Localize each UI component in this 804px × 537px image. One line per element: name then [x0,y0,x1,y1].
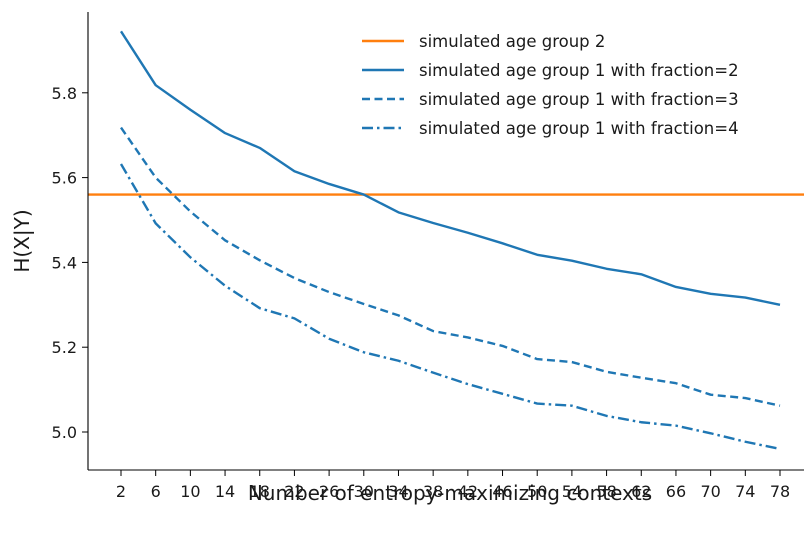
series-line-4 [119,163,781,451]
x-tick-label: 34 [388,482,408,501]
y-tick-label: 5.8 [52,84,77,103]
x-tick-label: 38 [423,482,443,501]
x-tick-label: 22 [284,482,304,501]
x-tick-label: 50 [527,482,547,501]
series-line-2 [119,30,781,306]
legend-label-4: simulated age group 1 with fraction=4 [419,119,739,138]
legend: simulated age group 2 simulated age group… [362,32,739,138]
y-axis-label: H(X|Y) [10,209,34,272]
x-tick-label: 42 [458,482,478,501]
x-tick-label: 6 [151,482,161,501]
x-tick-label: 26 [319,482,339,501]
x-tick-label: 54 [562,482,582,501]
x-tick-label: 18 [250,482,270,501]
legend-label-2: simulated age group 1 with fraction=2 [419,61,739,80]
x-ticks: 2 6 10 14 18 22 26 30 34 38 42 46 50 54 58 62 66 70 74 78 [116,470,790,501]
x-tick-label: 2 [116,482,126,501]
x-tick-label: 66 [666,482,686,501]
x-tick-label: 14 [215,482,235,501]
series-line-3 [120,126,781,407]
y-tick-label: 5.6 [52,169,77,188]
x-tick-label: 10 [180,482,200,501]
legend-label-3: simulated age group 1 with fraction=3 [419,90,739,109]
legend-label-1: simulated age group 2 [419,32,605,51]
x-tick-label: 58 [596,482,616,501]
y-tick-label: 5.4 [52,253,77,272]
x-tick-label: 62 [631,482,651,501]
y-ticks: 5.0 5.2 5.4 5.6 5.8 [52,84,88,442]
y-tick-label: 5.2 [52,338,77,357]
series-layer [88,30,804,451]
x-tick-label: 30 [354,482,374,501]
x-tick-label: 46 [492,482,512,501]
x-tick-label: 70 [700,482,720,501]
y-tick-label: 5.0 [52,423,77,442]
x-axis-label: Number of entropy-maximizing contexts [248,481,652,505]
x-tick-label: 78 [770,482,790,501]
axes [87,12,804,471]
x-tick-label: 74 [735,482,755,501]
